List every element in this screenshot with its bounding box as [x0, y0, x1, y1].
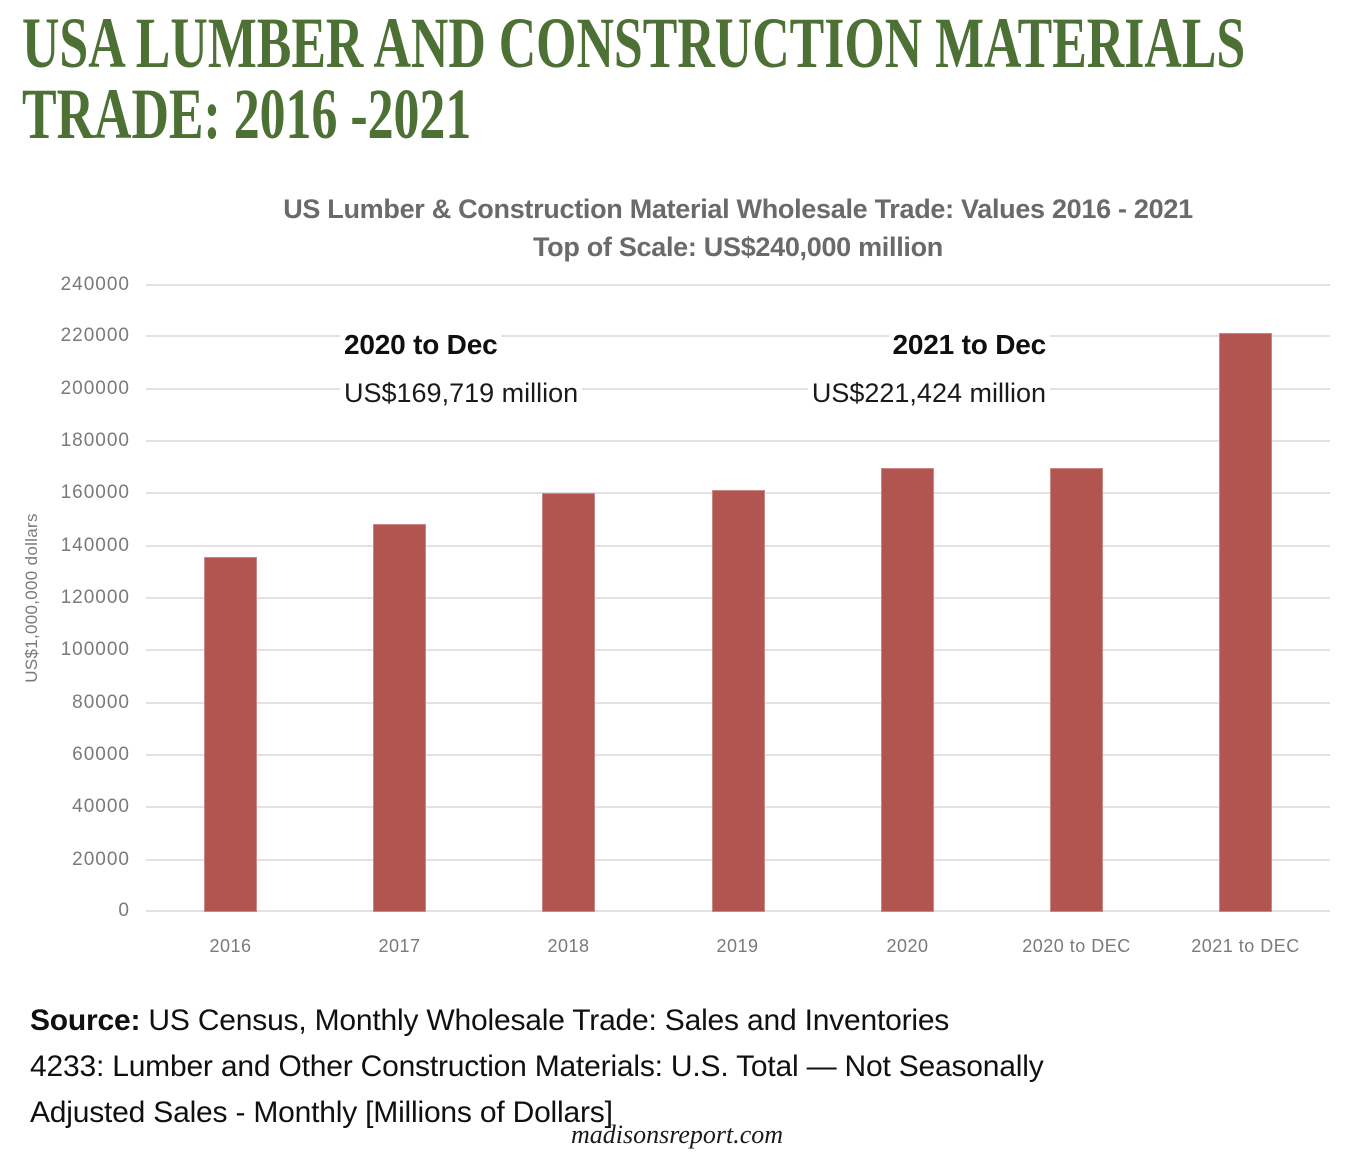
y-tick-20000: 20000 — [72, 849, 130, 870]
x-label-2017: 2017 — [378, 936, 421, 956]
annotation-2021-value: US$221,424 million — [807, 377, 1050, 410]
gridline-200000 — [146, 388, 1330, 390]
y-tick-240000: 240000 — [60, 274, 130, 295]
source-line-3: Adjusted Sales - Monthly [Millions of Do… — [30, 1096, 613, 1129]
y-tick-80000: 80000 — [72, 692, 130, 713]
bar-2018 — [542, 493, 595, 912]
annotation-2020-value: US$169,719 million — [340, 377, 583, 410]
page-title-line-2: TRADE: 2016 -2021 — [22, 74, 472, 154]
page-title: USA LUMBER AND CONSTRUCTION MATERIALS TR… — [22, 3, 1354, 154]
x-label-2020-to-dec: 2020 to DEC — [1022, 936, 1131, 956]
site-credit: madisonsreport.com — [570, 1120, 784, 1149]
x-label-2021-to-dec: 2021 to DEC — [1191, 936, 1300, 956]
source-line-1: Source: US Census, Monthly Wholesale Tra… — [30, 1004, 950, 1037]
x-label-2020: 2020 — [886, 936, 929, 956]
y-tick-180000: 180000 — [60, 430, 130, 451]
annotation-2020-title: 2020 to Dec — [340, 328, 502, 362]
bar-2020-to-dec — [1050, 468, 1103, 912]
y-tick-120000: 120000 — [60, 587, 130, 608]
source-label: Source: — [30, 1004, 141, 1037]
annotation-2021: 2021 to Dec US$221,424 million — [807, 328, 1050, 410]
source-note: Source: US Census, Monthly Wholesale Tra… — [30, 998, 1300, 1136]
bar-2021-to-dec — [1219, 333, 1272, 912]
y-tick-140000: 140000 — [60, 535, 130, 556]
source-line-2: 4233: Lumber and Other Construction Mate… — [30, 1050, 1044, 1083]
y-tick-200000: 200000 — [60, 378, 130, 399]
y-tick-160000: 160000 — [60, 482, 130, 503]
gridline-220000 — [146, 335, 1330, 337]
y-tick-220000: 220000 — [60, 325, 130, 346]
annotation-2020: 2020 to Dec US$169,719 million — [340, 328, 583, 410]
bar-2019 — [712, 490, 765, 912]
chart-title: US Lumber & Construction Material Wholes… — [283, 194, 1193, 224]
x-label-2016: 2016 — [209, 936, 252, 956]
x-label-2019: 2019 — [716, 936, 759, 956]
y-tick-40000: 40000 — [72, 796, 130, 817]
y-tick-60000: 60000 — [72, 744, 130, 765]
page-title-line-1: USA LUMBER AND CONSTRUCTION MATERIALS — [22, 3, 1246, 83]
bar-2017 — [373, 524, 426, 912]
x-label-2018: 2018 — [547, 936, 590, 956]
gridline-180000 — [146, 440, 1330, 442]
annotation-2021-title: 2021 to Dec — [888, 328, 1050, 362]
bar-2016 — [204, 557, 257, 912]
y-tick-0: 0 — [118, 900, 130, 921]
bar-2020 — [881, 468, 934, 912]
chart-subtitle: Top of Scale: US$240,000 million — [532, 232, 944, 262]
plot-area: 0 20000 40000 60000 80000 100000 120000 140000 1… — [61, 274, 1330, 956]
y-tick-100000: 100000 — [60, 639, 130, 660]
gridline-240000 — [146, 284, 1330, 286]
